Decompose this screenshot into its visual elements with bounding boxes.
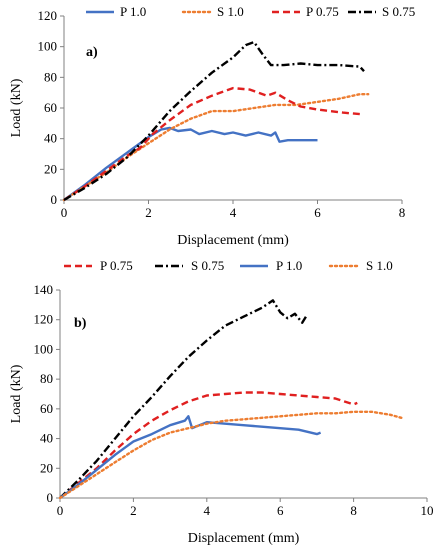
y-tick-label: 100 xyxy=(38,39,58,54)
x-tick-label: 8 xyxy=(350,503,357,518)
y-tick-label: 120 xyxy=(38,8,58,23)
y-tick-label: 20 xyxy=(40,460,53,475)
y-axis-title: Load (kN) xyxy=(9,78,24,137)
panel-label: b) xyxy=(74,316,87,331)
x-axis-title: Displacement (mm) xyxy=(177,233,289,248)
x-tick-label: 4 xyxy=(230,205,237,220)
y-tick-label: 20 xyxy=(44,161,57,176)
series-line-p-1-0 xyxy=(59,415,322,499)
legend-label: P 0.75 xyxy=(306,4,339,19)
y-tick-label: 60 xyxy=(40,401,53,416)
legend-label: P 1.0 xyxy=(120,4,146,19)
y-tick-label: 60 xyxy=(44,100,57,115)
series-line-s-1-0 xyxy=(62,92,370,202)
x-tick-label: 4 xyxy=(204,503,211,518)
x-tick-label: 2 xyxy=(145,205,152,220)
legend-label: S 0.75 xyxy=(191,258,224,273)
y-tick-label: 0 xyxy=(47,490,54,505)
legend-label: S 0.75 xyxy=(382,4,415,19)
y-tick-label: 0 xyxy=(51,192,58,207)
y-axis-title: Load (kN) xyxy=(9,364,24,423)
y-tick-label: 80 xyxy=(40,371,53,386)
series-line-s-0-75 xyxy=(59,299,307,499)
y-tick-label: 140 xyxy=(34,282,54,297)
panel-label: a) xyxy=(86,45,98,60)
x-tick-label: 8 xyxy=(399,205,406,220)
x-tick-label: 6 xyxy=(314,205,321,220)
legend-label: P 1.0 xyxy=(276,258,302,273)
x-tick-label: 0 xyxy=(61,205,68,220)
series-line-p-0-75 xyxy=(63,86,360,202)
legend-label: P 0.75 xyxy=(100,258,133,273)
series-line-s-0-75 xyxy=(63,40,365,202)
legend-label: S 1.0 xyxy=(366,258,393,273)
y-tick-label: 100 xyxy=(34,341,54,356)
x-tick-label: 10 xyxy=(421,503,434,518)
y-tick-label: 80 xyxy=(44,69,57,84)
legend-label: S 1.0 xyxy=(217,4,244,19)
y-tick-label: 120 xyxy=(34,312,54,327)
x-tick-label: 0 xyxy=(57,503,64,518)
series-line-p-0-75 xyxy=(59,391,358,499)
x-axis-title: Displacement (mm) xyxy=(188,531,300,546)
y-tick-label: 40 xyxy=(44,131,57,146)
x-tick-label: 6 xyxy=(277,503,284,518)
x-tick-label: 2 xyxy=(130,503,137,518)
y-tick-label: 40 xyxy=(40,431,53,446)
series-line-p-1-0 xyxy=(63,126,318,201)
series-line-s-1-0 xyxy=(58,410,403,500)
